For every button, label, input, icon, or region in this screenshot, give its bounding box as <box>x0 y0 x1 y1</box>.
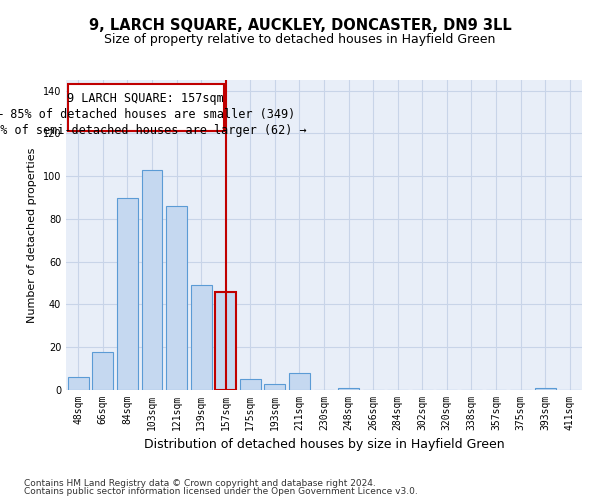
FancyBboxPatch shape <box>68 84 224 132</box>
Text: Contains HM Land Registry data © Crown copyright and database right 2024.: Contains HM Land Registry data © Crown c… <box>24 478 376 488</box>
Text: ← 85% of detached houses are smaller (349): ← 85% of detached houses are smaller (34… <box>0 108 295 121</box>
Bar <box>535 388 556 390</box>
Bar <box>117 198 138 390</box>
Bar <box>240 380 261 390</box>
Bar <box>215 292 236 390</box>
Bar <box>68 377 89 390</box>
Text: Contains public sector information licensed under the Open Government Licence v3: Contains public sector information licen… <box>24 487 418 496</box>
Bar <box>191 285 212 390</box>
Bar <box>92 352 113 390</box>
Y-axis label: Number of detached properties: Number of detached properties <box>27 148 37 322</box>
Text: 9 LARCH SQUARE: 157sqm: 9 LARCH SQUARE: 157sqm <box>67 92 224 105</box>
Text: Size of property relative to detached houses in Hayfield Green: Size of property relative to detached ho… <box>104 32 496 46</box>
Bar <box>338 388 359 390</box>
Bar <box>265 384 286 390</box>
Bar <box>142 170 163 390</box>
Text: 15% of semi-detached houses are larger (62) →: 15% of semi-detached houses are larger (… <box>0 124 306 137</box>
Bar <box>289 373 310 390</box>
Bar <box>166 206 187 390</box>
Text: 9, LARCH SQUARE, AUCKLEY, DONCASTER, DN9 3LL: 9, LARCH SQUARE, AUCKLEY, DONCASTER, DN9… <box>89 18 511 32</box>
X-axis label: Distribution of detached houses by size in Hayfield Green: Distribution of detached houses by size … <box>143 438 505 452</box>
